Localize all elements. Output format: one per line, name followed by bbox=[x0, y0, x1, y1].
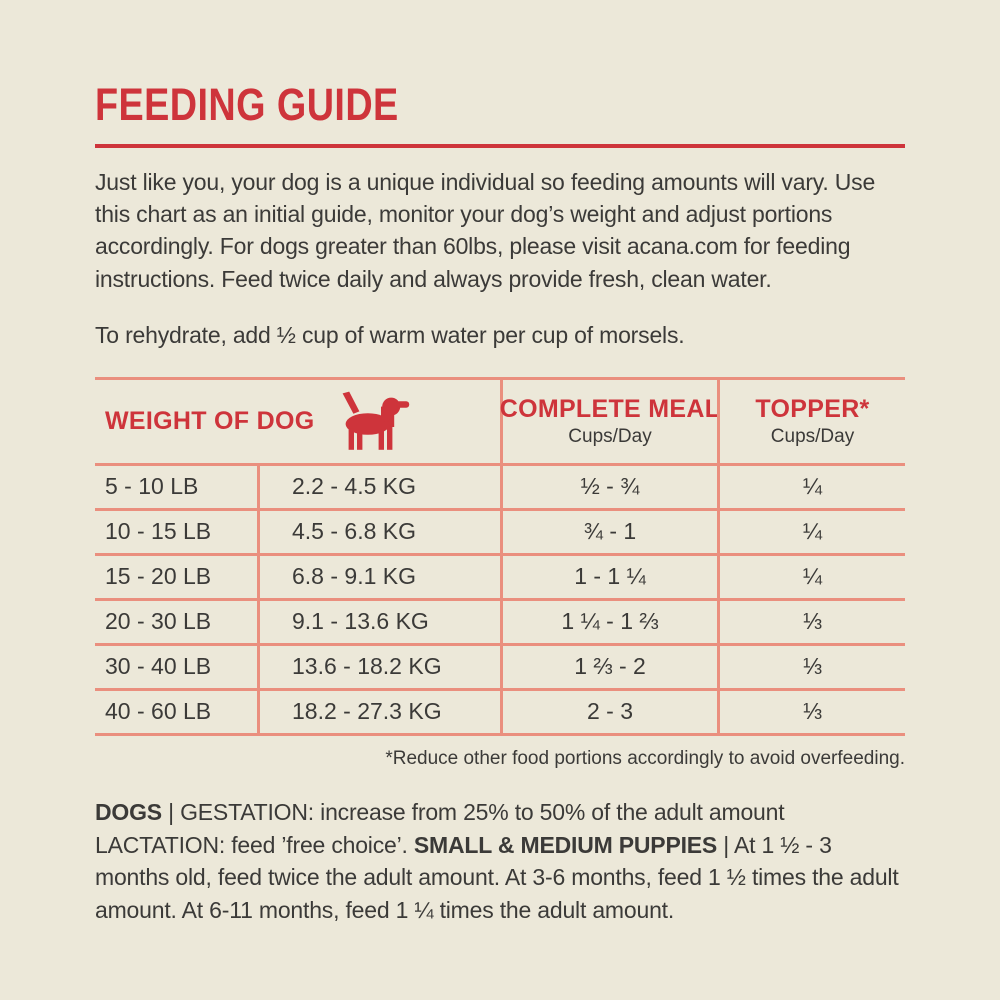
dog-icon bbox=[333, 391, 411, 451]
complete-meal-cell: 2 - 3 bbox=[500, 690, 717, 733]
topper-subheader: Cups/Day bbox=[770, 425, 855, 447]
weight-kg-cell: 2.2 - 4.5 KG bbox=[257, 465, 500, 508]
weight-kg-cell: 6.8 - 9.1 KG bbox=[257, 555, 500, 598]
notes-puppies-label: SMALL & MEDIUM PUPPIES bbox=[413, 831, 718, 858]
weight-lb-cell: 15 - 20 LB bbox=[105, 563, 212, 590]
weight-header-label: WEIGHT OF DOG bbox=[105, 406, 315, 435]
topper-cell: ¼ bbox=[717, 465, 905, 508]
feeding-notes: DOGS | GESTATION: increase from 25% to 5… bbox=[95, 796, 905, 927]
weight-kg-cell: 9.1 - 13.6 KG bbox=[257, 600, 500, 643]
topper-cell: ⅓ bbox=[717, 645, 905, 688]
weight-kg-cell: 13.6 - 18.2 KG bbox=[257, 645, 500, 688]
topper-header-cell: TOPPER* Cups/Day bbox=[717, 379, 905, 463]
feeding-table: WEIGHT OF DOG bbox=[95, 376, 905, 736]
page-title: FEEDING GUIDE bbox=[95, 79, 399, 130]
complete-meal-header-label: COMPLETE MEAL bbox=[499, 394, 721, 423]
notes-dogs-label: DOGS bbox=[95, 798, 162, 825]
topper-cell: ⅓ bbox=[717, 600, 905, 643]
complete-meal-header-cell: COMPLETE MEAL Cups/Day bbox=[500, 379, 720, 463]
weight-lb-cell: 10 - 15 LB bbox=[105, 518, 212, 545]
complete-meal-cell: ½ - ¾ bbox=[500, 465, 717, 508]
weight-lb-cell: 5 - 10 LB bbox=[105, 473, 199, 500]
notes-gestation-text: | GESTATION: increase from 25% to 50% of… bbox=[95, 798, 785, 858]
complete-meal-subheader: Cups/Day bbox=[568, 425, 652, 447]
weight-kg-cell: 18.2 - 27.3 KG bbox=[257, 690, 500, 733]
complete-meal-cell: 1 ⅔ - 2 bbox=[500, 645, 717, 688]
table-row: 5 - 10 LB 2.2 - 4.5 KG ½ - ¾ ¼ bbox=[95, 462, 905, 508]
rehydrate-note: To rehydrate, add ½ cup of warm water pe… bbox=[95, 321, 685, 348]
topper-header-label: TOPPER* bbox=[755, 394, 870, 423]
intro-paragraph: Just like you, your dog is a unique indi… bbox=[95, 169, 876, 292]
complete-meal-cell: 1 ¼ - 1 ⅔ bbox=[500, 600, 717, 643]
table-row: 20 - 30 LB 9.1 - 13.6 KG 1 ¼ - 1 ⅔ ⅓ bbox=[95, 597, 905, 643]
weight-lb-cell: 40 - 60 LB bbox=[105, 698, 212, 725]
table-row: 15 - 20 LB 6.8 - 9.1 KG 1 - 1 ¼ ¼ bbox=[95, 552, 905, 598]
weight-header-cell: WEIGHT OF DOG bbox=[95, 380, 500, 463]
weight-lb-cell: 30 - 40 LB bbox=[105, 653, 212, 680]
title-divider bbox=[95, 144, 905, 148]
complete-meal-cell: 1 - 1 ¼ bbox=[500, 555, 717, 598]
table-header-row: WEIGHT OF DOG bbox=[95, 379, 905, 463]
weight-lb-cell: 20 - 30 LB bbox=[105, 608, 212, 635]
table-footnote: *Reduce other food portions accordingly … bbox=[385, 747, 905, 769]
topper-cell: ¼ bbox=[717, 510, 905, 553]
notes-puppies-text: | At 1 ½ - 3 months old, feed twice the … bbox=[95, 831, 899, 923]
topper-cell: ¼ bbox=[717, 555, 905, 598]
complete-meal-cell: ¾ - 1 bbox=[500, 510, 717, 553]
table-row: 10 - 15 LB 4.5 - 6.8 KG ¾ - 1 ¼ bbox=[95, 507, 905, 553]
table-row: 30 - 40 LB 13.6 - 18.2 KG 1 ⅔ - 2 ⅓ bbox=[95, 642, 905, 688]
table-row: 40 - 60 LB 18.2 - 27.3 KG 2 - 3 ⅓ bbox=[95, 687, 905, 733]
weight-kg-cell: 4.5 - 6.8 KG bbox=[257, 510, 500, 553]
topper-cell: ⅓ bbox=[717, 690, 905, 733]
